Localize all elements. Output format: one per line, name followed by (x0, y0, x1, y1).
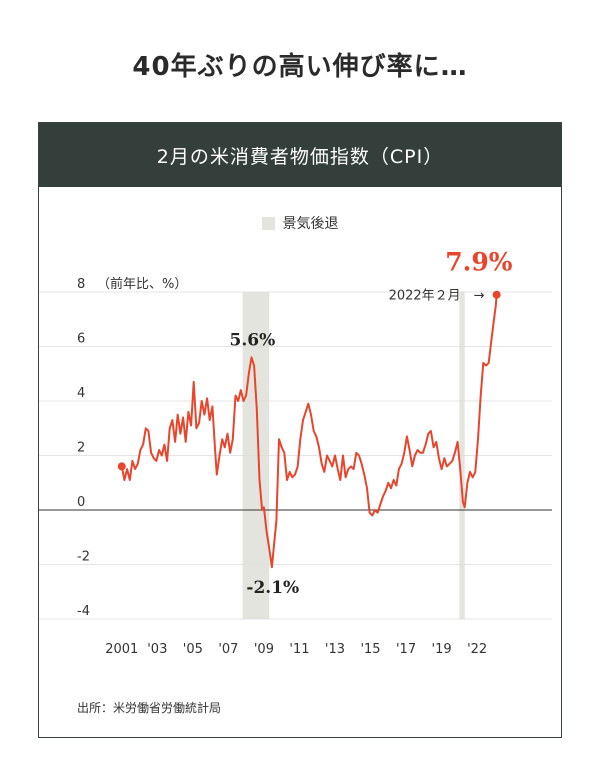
x-tick-label: '13 (325, 642, 345, 657)
x-tick-label: '17 (396, 642, 416, 657)
y-tick-label: 8 (77, 277, 85, 292)
y-axis-unit-label: （前年比、%） (97, 276, 187, 292)
chart-plot: 8 6 4 2 0 -2 -4 （前年比、%） 2001 '03 '05 '07 '09 '11 '13 '… (39, 248, 552, 657)
y-tick-label: -4 (77, 604, 90, 619)
y-tick-label: 4 (77, 386, 85, 401)
legend-swatch-recession (261, 216, 275, 230)
x-tick-label: '03 (147, 642, 167, 657)
low-2009-label: -2.1% (246, 578, 299, 598)
x-tick-label: '22 (467, 642, 487, 657)
headline: 40年ぶりの高い伸び率に… (132, 52, 468, 82)
x-tick-label: 2001 (105, 642, 138, 657)
y-tick-label: 6 (77, 332, 85, 347)
latest-point-marker (492, 290, 501, 299)
x-tick-label: '11 (289, 642, 309, 657)
chart-card: 2月の米消費者物価指数（CPI） 景気後退 8 6 4 2 0 -2 -4 （前年比、%） 2… (38, 122, 562, 738)
chart-title: 2月の米消費者物価指数（CPI） (39, 123, 561, 187)
x-axis: 2001 '03 '05 '07 '09 '11 '13 '15 '17 '19 '22 (105, 642, 487, 657)
legend-label-recession: 景気後退 (282, 216, 339, 232)
peak-2008-label: 5.6% (230, 330, 276, 350)
legend: 景気後退 (39, 213, 561, 233)
start-point-marker (117, 462, 126, 471)
y-tick-label: 0 (77, 495, 85, 510)
y-axis: 8 6 4 2 0 -2 -4 （前年比、%） (77, 276, 187, 619)
latest-value-label: 7.9% (445, 248, 512, 277)
y-tick-label: 2 (77, 441, 85, 456)
gridlines (39, 291, 552, 620)
x-tick-label: '05 (183, 642, 203, 657)
latest-date-label: 2022年２月 (389, 289, 461, 304)
x-tick-label: '09 (254, 642, 274, 657)
x-tick-label: '15 (360, 642, 380, 657)
source-note: 出所：米労働省労働統計局 (77, 701, 222, 715)
y-tick-label: -2 (77, 550, 90, 565)
cpi-series-line (120, 294, 498, 569)
annotations: 5.6% -2.1% 7.9% 2022年２月 → (117, 248, 513, 598)
latest-arrow: → (474, 289, 485, 304)
x-tick-label: '19 (432, 642, 452, 657)
x-tick-label: '07 (218, 642, 238, 657)
